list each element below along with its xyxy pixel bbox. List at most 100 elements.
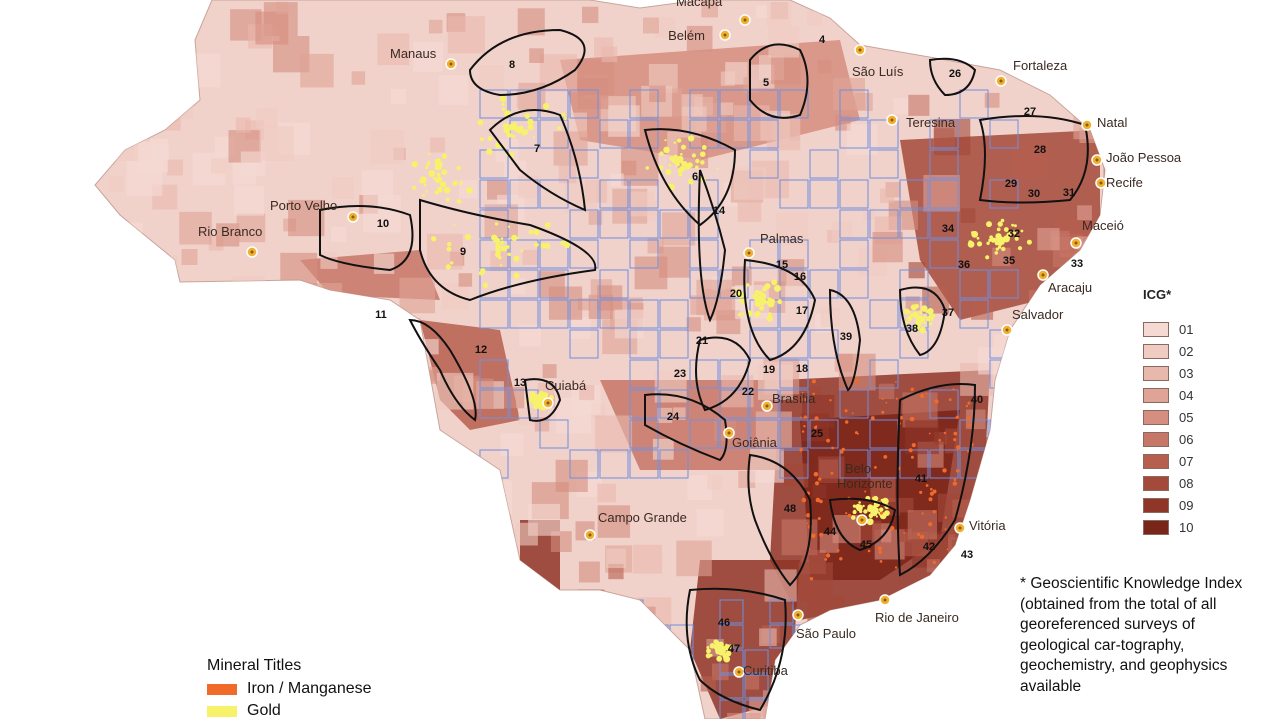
icg-legend-label: 03 <box>1179 366 1193 381</box>
iron-title <box>855 378 859 382</box>
gold-title <box>1001 247 1005 251</box>
gold-title <box>916 316 921 321</box>
icg-cell <box>577 78 608 109</box>
survey-cell <box>795 650 818 673</box>
icg-cell <box>995 483 1016 504</box>
province-number: 31 <box>1063 187 1075 199</box>
city-marker-center <box>748 252 751 255</box>
icg-cell <box>687 317 701 331</box>
city-label: Aracaju <box>1048 280 1092 295</box>
iron-title <box>949 398 952 401</box>
icg-cell <box>100 415 132 447</box>
gold-title <box>765 283 771 289</box>
icg-cell <box>370 691 394 715</box>
iron-title <box>810 577 813 580</box>
icg-cell <box>143 296 173 326</box>
iron-title <box>920 535 924 539</box>
icg-cell <box>807 11 822 26</box>
iron-title <box>925 392 927 394</box>
icg-cell <box>109 635 134 660</box>
icg-cell <box>442 283 469 310</box>
gold-title <box>710 654 713 657</box>
icg-legend-label: 01 <box>1179 322 1193 337</box>
gold-title <box>561 113 565 117</box>
icg-cell <box>559 667 588 696</box>
icg-legend-label: 04 <box>1179 388 1193 403</box>
icg-cell <box>187 54 221 88</box>
icg-cell <box>326 391 351 416</box>
icg-cell <box>925 649 941 665</box>
gold-title <box>695 166 699 170</box>
gold-title <box>513 273 519 279</box>
icg-cell <box>284 470 302 488</box>
iron-title <box>910 417 915 422</box>
icg-cell <box>1086 332 1099 345</box>
icg-cell <box>1077 60 1111 94</box>
iron-title <box>852 412 854 414</box>
icg-cell <box>818 60 832 74</box>
icg-cell <box>784 464 808 488</box>
icg-cell <box>400 278 436 314</box>
icg-cell <box>536 702 573 719</box>
province-number: 36 <box>958 259 970 271</box>
icg-cell <box>340 468 362 490</box>
icg-cell <box>518 176 540 198</box>
icg-legend-label: 07 <box>1179 454 1193 469</box>
province-number: 17 <box>796 305 808 317</box>
icg-legend-swatch <box>1143 344 1169 359</box>
icg-legend-label: 10 <box>1179 520 1193 535</box>
icg-cell <box>212 316 238 342</box>
gold-title <box>700 160 704 164</box>
icg-cell <box>102 545 139 582</box>
icg-cell <box>324 407 352 435</box>
gold-title <box>755 311 760 316</box>
icg-cell <box>216 608 249 641</box>
province-number: 22 <box>742 386 754 398</box>
icg-cell <box>529 48 544 63</box>
gold-title <box>412 161 418 167</box>
gold-title <box>851 515 856 520</box>
gold-title <box>680 153 683 156</box>
icg-cell <box>391 89 406 104</box>
iron-title <box>881 411 884 414</box>
gold-title <box>446 264 451 269</box>
iron-title <box>903 532 905 534</box>
icg-legend-label: 09 <box>1179 498 1193 513</box>
icg-cell <box>768 27 799 58</box>
icg-cell <box>134 139 168 173</box>
province-number: 24 <box>667 411 680 423</box>
city-marker-center <box>547 402 550 405</box>
city-marker-center <box>1006 329 1009 332</box>
city-marker-center <box>797 614 800 617</box>
iron-title <box>942 468 946 472</box>
icg-cell <box>985 93 1000 108</box>
city-marker-center <box>728 432 731 435</box>
iron-title <box>874 466 877 469</box>
icg-cell <box>418 659 435 676</box>
icg-cell <box>276 2 288 14</box>
icg-cell <box>147 253 168 274</box>
icg-footnote: * Geoscientific Knowledge Index (obtaine… <box>1020 574 1250 697</box>
icg-cell <box>115 244 131 260</box>
gold-title <box>444 187 450 193</box>
icg-cell <box>732 267 752 287</box>
icg-cell <box>515 523 538 546</box>
province-number: 41 <box>915 473 927 485</box>
icg-cell <box>895 18 919 42</box>
iron-title <box>911 456 914 459</box>
icg-cell <box>448 16 485 53</box>
icg-cell <box>767 117 800 150</box>
iron-title <box>909 448 913 452</box>
city-marker-center <box>724 34 727 37</box>
gold-title <box>669 164 672 167</box>
icg-cell <box>991 682 1013 704</box>
gold-title <box>483 283 488 288</box>
city-marker-center <box>1100 182 1103 185</box>
gold-title <box>919 327 926 334</box>
gold-title <box>724 650 726 652</box>
icg-cell <box>509 653 525 669</box>
gold-title <box>876 515 878 517</box>
icg-legend-item: 04 <box>1143 384 1193 406</box>
icg-cell <box>985 437 1001 453</box>
iron-title <box>895 381 897 383</box>
